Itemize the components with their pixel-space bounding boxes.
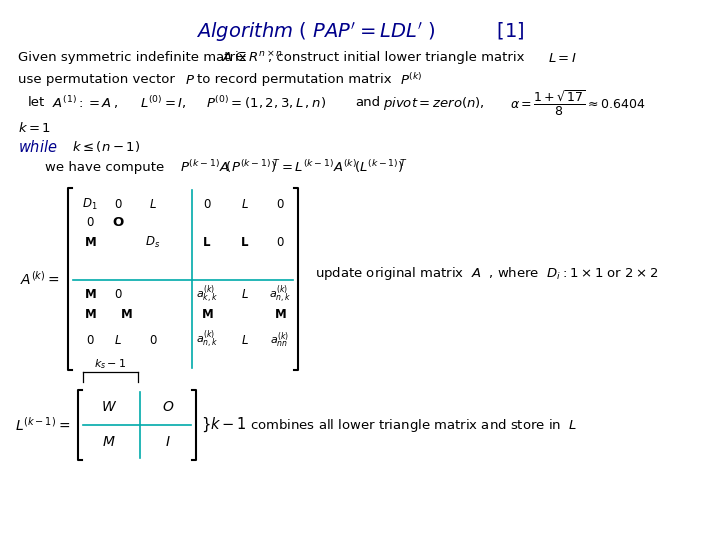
- Text: $L$: $L$: [241, 198, 249, 211]
- Text: $\mathbf{M}$: $\mathbf{M}$: [274, 308, 287, 321]
- Text: update original matrix  $A$  , where  $D_i:1\times 1$ or $2\times 2$: update original matrix $A$ , where $D_i:…: [315, 266, 658, 282]
- Text: $a_{nn}^{(k)}$: $a_{nn}^{(k)}$: [271, 330, 289, 350]
- Text: , construct initial lower triangle matrix: , construct initial lower triangle matri…: [268, 51, 524, 64]
- Text: we have compute: we have compute: [45, 160, 164, 173]
- Text: $L^{(k-1)}=$: $L^{(k-1)}=$: [15, 416, 70, 434]
- Text: $\mathbf{M}$: $\mathbf{M}$: [84, 288, 96, 301]
- Text: $0$: $0$: [203, 198, 211, 211]
- Text: and: and: [355, 97, 380, 110]
- Text: $a_{k,k}^{(k)}$: $a_{k,k}^{(k)}$: [196, 284, 218, 306]
- Text: $k_s-1$: $k_s-1$: [94, 357, 126, 371]
- Text: $a_{n,k}^{(k)}$: $a_{n,k}^{(k)}$: [196, 329, 218, 351]
- Text: $L$: $L$: [149, 198, 157, 211]
- Text: $0$: $0$: [114, 198, 122, 211]
- Text: $\mathbf{O}$: $\mathbf{O}$: [112, 215, 125, 228]
- Text: Given symmetric indefinite matrix: Given symmetric indefinite matrix: [18, 51, 247, 64]
- Text: $\mathit{Algorithm\ (\ PAP' = LDL'\ )}$         $\mathit{[1]}$: $\mathit{Algorithm\ (\ PAP' = LDL'\ )}$ …: [196, 20, 524, 44]
- Text: $0$: $0$: [114, 288, 122, 301]
- Text: combines all lower triangle matrix and store in  $L$: combines all lower triangle matrix and s…: [250, 416, 577, 434]
- Text: $P^{(0)}=(1,2,3,L\,,n)$: $P^{(0)}=(1,2,3,L\,,n)$: [206, 94, 326, 111]
- Text: $D_1$: $D_1$: [82, 197, 98, 212]
- Text: $a_{n,k}^{(k)}$: $a_{n,k}^{(k)}$: [269, 284, 292, 306]
- Text: $0$: $0$: [149, 334, 157, 347]
- Text: to record permutation matrix: to record permutation matrix: [197, 73, 392, 86]
- Text: $\mathbf{M}$: $\mathbf{M}$: [84, 308, 96, 321]
- Text: $I$: $I$: [165, 435, 171, 449]
- Text: $0$: $0$: [86, 334, 94, 347]
- Text: $W$: $W$: [101, 400, 117, 414]
- Text: $P$: $P$: [185, 73, 195, 86]
- Text: $L^{(0)}=I,$: $L^{(0)}=I,$: [140, 94, 186, 111]
- Text: $P^{(k-1)}A\!\left(P^{(k-1)}\right)^{\!\!T}=L^{(k-1)}A^{(k)}\!\left(L^{(k-1)}\ri: $P^{(k-1)}A\!\left(P^{(k-1)}\right)^{\!\…: [180, 159, 408, 176]
- Text: $A^{(k)}=$: $A^{(k)}=$: [20, 270, 60, 288]
- Text: $k=1$: $k=1$: [18, 121, 51, 135]
- Text: $\mathbf{M}$: $\mathbf{M}$: [201, 308, 213, 321]
- Text: use permutation vector: use permutation vector: [18, 73, 175, 86]
- Text: $\mathbf{L}$: $\mathbf{L}$: [240, 235, 250, 248]
- Text: $0$: $0$: [276, 235, 284, 248]
- Text: $\mathbf{L}$: $\mathbf{L}$: [202, 235, 212, 248]
- Text: $M$: $M$: [102, 435, 116, 449]
- Text: $L$: $L$: [241, 288, 249, 301]
- Text: $A \in R^{n\times n}$: $A \in R^{n\times n}$: [222, 51, 283, 65]
- Text: $0$: $0$: [276, 198, 284, 211]
- Text: $P^{(k)}$: $P^{(k)}$: [400, 72, 423, 88]
- Text: $k\leq\left(n-1\right)$: $k\leq\left(n-1\right)$: [72, 139, 140, 154]
- Text: $O$: $O$: [162, 400, 174, 414]
- Text: $\alpha=\dfrac{1+\sqrt{17}}{8}\approx 0.6404$: $\alpha=\dfrac{1+\sqrt{17}}{8}\approx 0.…: [510, 88, 646, 118]
- Text: $\mathbf{M}$: $\mathbf{M}$: [120, 308, 132, 321]
- Text: $\mathit{pivot=zero(n)},$: $\mathit{pivot=zero(n)},$: [383, 94, 485, 111]
- Text: $L$: $L$: [114, 334, 122, 347]
- Text: $D_s$: $D_s$: [145, 234, 161, 249]
- Text: let: let: [28, 97, 45, 110]
- Text: $L$: $L$: [241, 334, 249, 347]
- Text: $\mathbf{M}$: $\mathbf{M}$: [84, 235, 96, 248]
- Text: $0$: $0$: [86, 215, 94, 228]
- Text: $A^{(1)}:= A\,,$: $A^{(1)}:= A\,,$: [52, 94, 118, 111]
- Text: $\mathbf{\mathit{while}}$: $\mathbf{\mathit{while}}$: [18, 139, 58, 155]
- Text: $\}k-1$: $\}k-1$: [201, 416, 247, 434]
- Text: $L=I$: $L=I$: [548, 51, 577, 64]
